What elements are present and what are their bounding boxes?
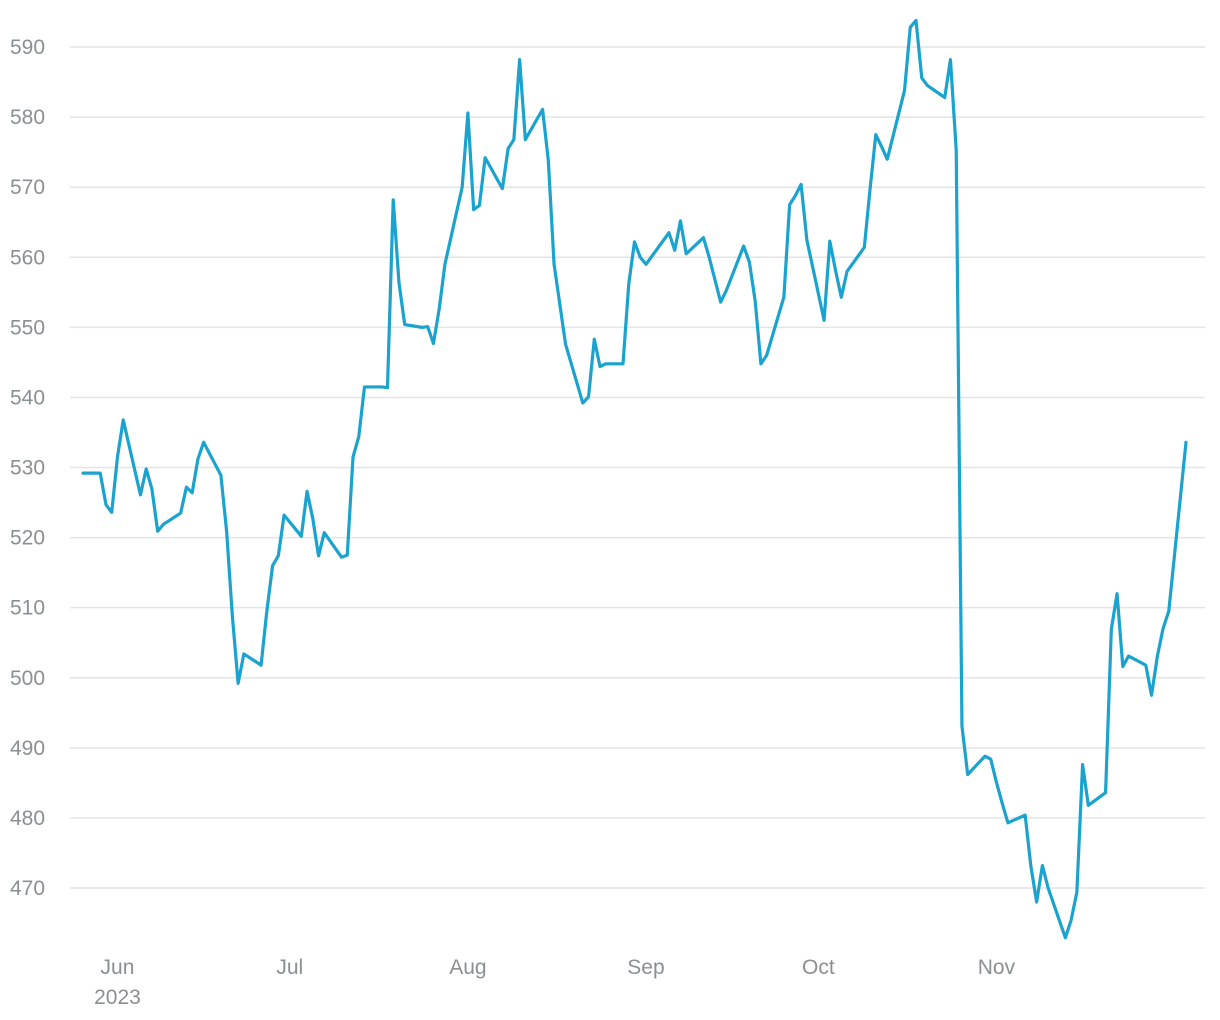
x-tick-label-jun: Jun [101,956,135,979]
y-tick-label-520: 520 [10,527,45,550]
y-tick-label-590: 590 [10,36,45,59]
y-tick-label-580: 580 [10,106,45,129]
y-gridlines [70,46,1205,889]
x-axis-tick-labels: Jun 2023 Jul Aug Sep Oct Nov [94,956,1015,1009]
series-layer [81,18,1188,940]
y-tick-label-480: 480 [10,807,45,830]
x-tick-label-oct: Oct [802,956,835,979]
x-tick-sublabel-jun: 2023 [94,986,141,1009]
y-tick-label-470: 470 [10,877,45,900]
series-line [81,18,1188,940]
y-axis-tick-labels: 470 480 490 500 510 520 530 540 550 560 570 580 590 [10,36,45,900]
y-tick-label-570: 570 [10,176,45,199]
y-tick-label-500: 500 [10,667,45,690]
x-tick-label-aug: Aug [449,956,486,979]
y-tick-label-550: 550 [10,316,45,339]
x-tick-label-nov: Nov [978,956,1016,979]
y-tick-label-540: 540 [10,386,45,409]
y-tick-label-490: 490 [10,737,45,760]
y-tick-label-560: 560 [10,246,45,269]
x-tick-label-sep: Sep [627,956,664,979]
y-tick-label-530: 530 [10,457,45,480]
y-tick-label-510: 510 [10,597,45,620]
x-tick-label-jul: Jul [276,956,303,979]
